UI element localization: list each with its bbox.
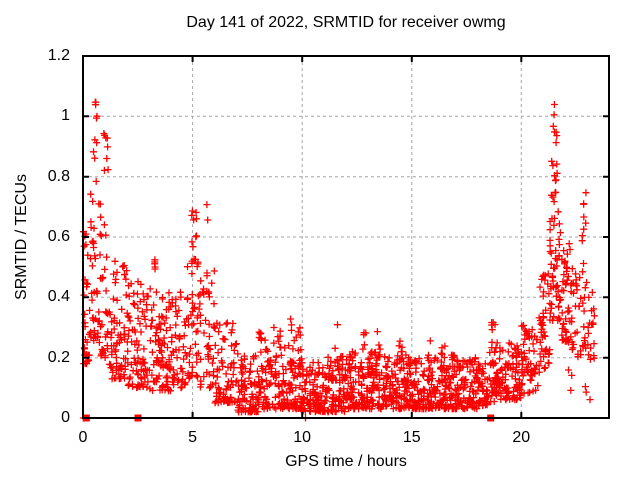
x-axis-label: GPS time / hours [285, 453, 407, 470]
chart-title: Day 141 of 2022, SRMTID for receiver owm… [186, 14, 506, 31]
x-tick-label: 15 [402, 429, 421, 446]
y-tick-label: 0.2 [47, 348, 70, 366]
x-tick-label: 20 [512, 429, 531, 446]
y-tick-label: 0 [61, 409, 70, 426]
y-tick-label: 0.8 [47, 167, 70, 185]
y-tick-label: 1 [61, 107, 70, 125]
y-tick-label: 0.4 [47, 288, 70, 306]
x-tick-label: 5 [188, 429, 198, 446]
y-tick-label: 1.2 [47, 47, 70, 64]
x-tick-label: 0 [78, 429, 88, 446]
x-tick-label: 10 [293, 429, 312, 446]
y-tick-label: 0.6 [47, 228, 70, 245]
